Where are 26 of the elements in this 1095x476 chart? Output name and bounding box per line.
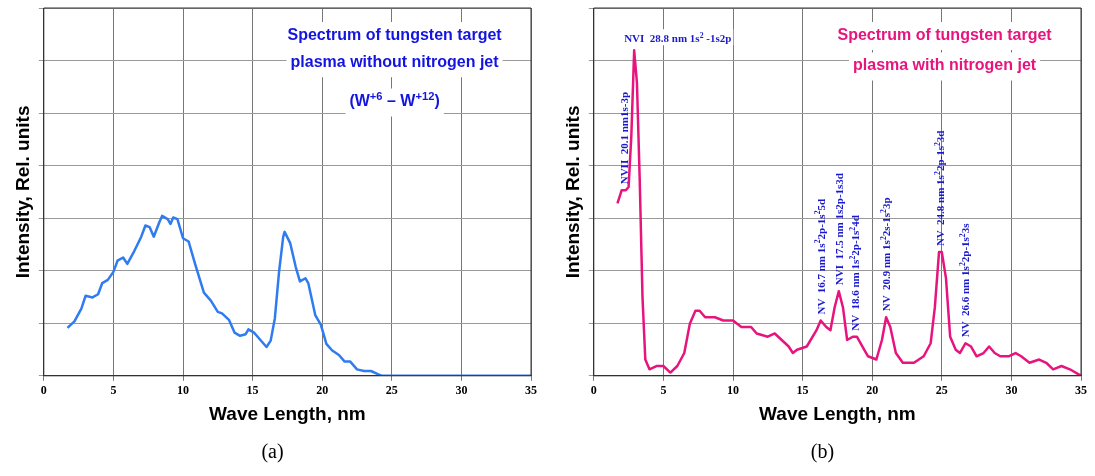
x-tick-label: 35 bbox=[1075, 383, 1087, 398]
x-tick-label: 20 bbox=[866, 383, 879, 398]
y-axis-title: Intensity, Rel. units bbox=[561, 105, 583, 279]
x-tick-label: 10 bbox=[727, 383, 739, 398]
x-tick-label: 20 bbox=[316, 383, 329, 398]
annotation: NVI 17.5 nm 1s2p-1s3d bbox=[832, 173, 845, 286]
annotation: Spectrum of tungsten target plasma with nitrogen jet bbox=[837, 26, 1053, 74]
x-tick-label: 30 bbox=[1005, 383, 1018, 398]
x-tick-label: 30 bbox=[455, 383, 468, 398]
x-tick-label: 25 bbox=[935, 383, 948, 398]
text: Spectrum of tungsten target plasma without nitrogen jet bbox=[287, 26, 503, 71]
x-tick-label: 10 bbox=[177, 383, 189, 398]
x-tick-label: 15 bbox=[796, 383, 809, 398]
x-tick-label: 5 bbox=[110, 383, 117, 398]
x-tick-label: 35 bbox=[525, 383, 537, 398]
x-axis-title: Wave Length, nm bbox=[759, 402, 916, 424]
x-tick-label: 25 bbox=[385, 383, 398, 398]
annotation: NVII 20.1 nm1s-3p bbox=[618, 91, 631, 185]
y-axis-title: Intensity, Rel. units bbox=[11, 105, 33, 279]
x-tick-label: 5 bbox=[660, 383, 667, 398]
x-tick-label: 15 bbox=[246, 383, 259, 398]
x-tick-label: 0 bbox=[590, 383, 597, 398]
text: (b) bbox=[809, 440, 836, 463]
x-tick-label: 0 bbox=[40, 383, 47, 398]
text: (a) bbox=[260, 440, 285, 463]
x-axis-title: Wave Length, nm bbox=[209, 402, 366, 424]
